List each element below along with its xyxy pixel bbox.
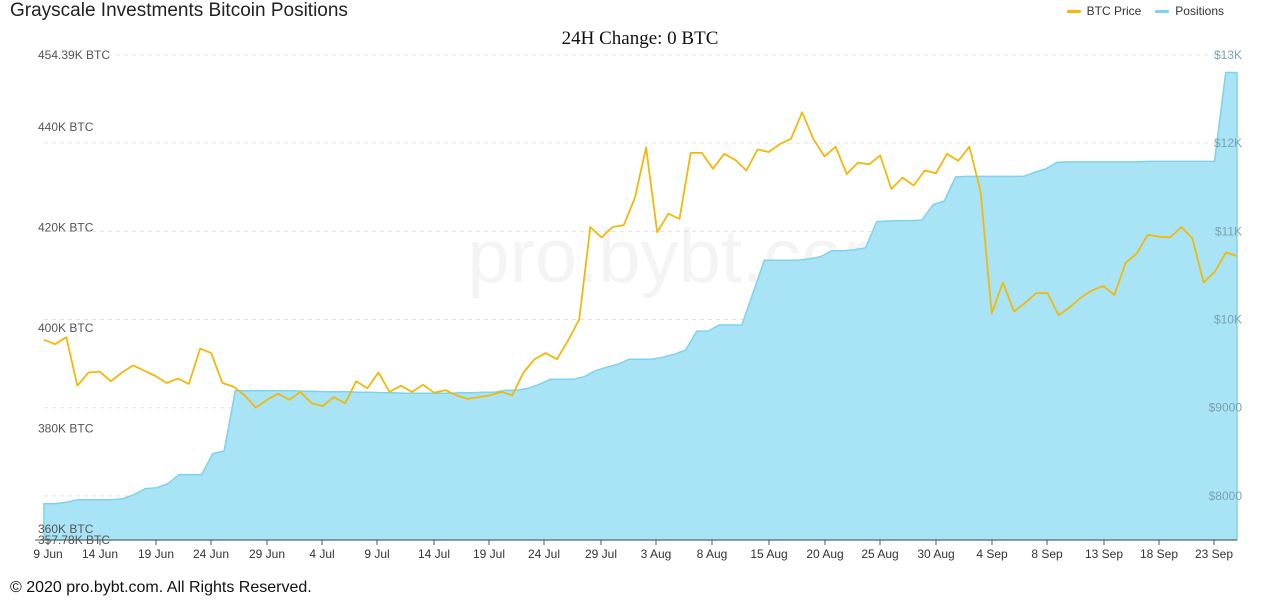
chart-title: Grayscale Investments Bitcoin Positions: [10, 0, 348, 21]
x-tick-label: 19 Jul: [473, 547, 505, 561]
x-tick-label: 24 Jun: [193, 547, 229, 561]
x-tick-label: 25 Aug: [861, 547, 898, 561]
y-left-tick-label: 454.39K BTC: [38, 48, 110, 62]
x-tick-label: 29 Jul: [585, 547, 617, 561]
legend-label-btc-price: BTC Price: [1086, 4, 1142, 18]
y-left-tick-label: 360K BTC: [38, 522, 94, 536]
y-right-tick-label: $8000: [1209, 489, 1243, 503]
x-tick-label: 23 Sep: [1195, 547, 1233, 561]
x-tick-label: 15 Aug: [750, 547, 787, 561]
x-tick-label: 30 Aug: [917, 547, 954, 561]
x-tick-label: 8 Sep: [1031, 547, 1063, 561]
legend-label-positions: Positions: [1175, 4, 1224, 18]
x-tick-label: 20 Aug: [806, 547, 843, 561]
positions-area: [43, 71, 1238, 541]
copyright-footer: © 2020 pro.bybt.com. All Rights Reserved…: [10, 579, 312, 596]
x-tick-label: 14 Jun: [82, 547, 118, 561]
x-tick-label: 18 Sep: [1140, 547, 1178, 561]
y-left-tick-label: 357.78K BTC: [38, 533, 110, 547]
y-right-tick-label: $12K: [1214, 136, 1242, 150]
x-tick-label: 9 Jun: [33, 547, 62, 561]
legend-item-positions[interactable]: Positions: [1155, 4, 1224, 18]
x-tick-label: 8 Aug: [697, 547, 728, 561]
x-tick-label: 24 Jul: [528, 547, 560, 561]
x-tick-label: 4 Jul: [309, 547, 334, 561]
legend-swatch-btc-price: [1066, 9, 1081, 13]
y-right-tick-label: $10K: [1214, 313, 1242, 327]
x-tick-label: 14 Jul: [418, 547, 450, 561]
y-right-tick-label: $13K: [1214, 48, 1242, 62]
legend: BTC Price Positions: [1066, 4, 1224, 18]
btc-price-line: [43, 111, 1238, 409]
y-left-tick-label: 400K BTC: [38, 321, 94, 335]
x-tick-label: 29 Jun: [249, 547, 285, 561]
y-right-tick-label: $11K: [1215, 224, 1242, 238]
x-tick-label: 9 Jul: [364, 547, 389, 561]
legend-swatch-positions: [1155, 9, 1170, 13]
legend-item-btc-price[interactable]: BTC Price: [1066, 4, 1142, 18]
x-tick-label: 13 Sep: [1085, 547, 1123, 561]
y-left-tick-label: 420K BTC: [38, 221, 94, 235]
chart-subtitle: 24H Change: 0 BTC: [561, 28, 719, 49]
y-left-tick-label: 380K BTC: [38, 421, 94, 435]
x-tick-label: 19 Jun: [138, 547, 174, 561]
x-tick-label: 3 Aug: [641, 547, 672, 561]
y-left-tick-label: 440K BTC: [38, 120, 94, 134]
x-tick-label: 4 Sep: [976, 547, 1008, 561]
y-right-tick-label: $9000: [1209, 401, 1243, 415]
